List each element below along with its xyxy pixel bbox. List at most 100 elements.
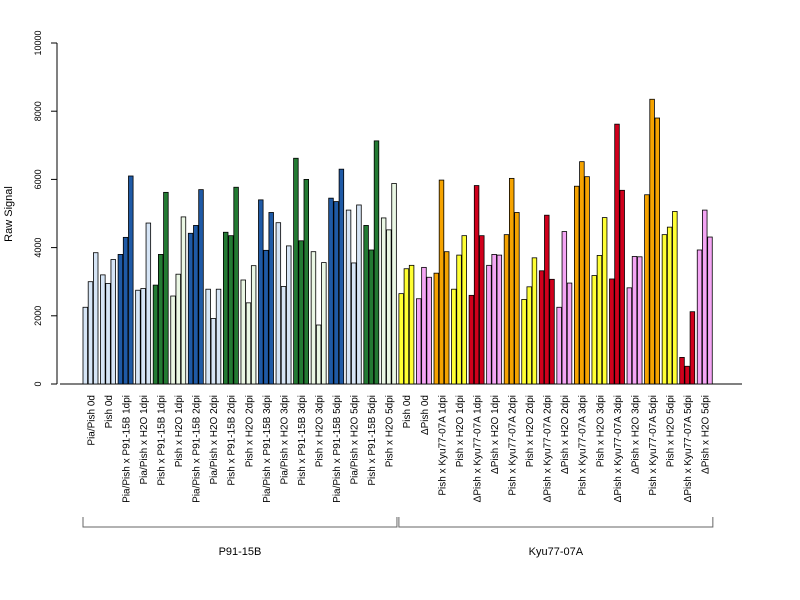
bar (280, 286, 287, 385)
bar (556, 306, 562, 385)
bar (644, 194, 650, 385)
x-tick-label: Pia/Pish x P91-15B 2dpi (192, 395, 203, 503)
x-tick-label: Pia/Pish x P91-15B 1dpi (121, 395, 132, 503)
x-tick-label: Pia/Pish x P91-15B 3dpi (262, 395, 273, 503)
bar (122, 236, 129, 385)
x-tick-label: Pish 0d (402, 395, 413, 428)
bar (368, 249, 374, 385)
bar (679, 357, 685, 385)
bar (591, 275, 597, 385)
bar (526, 286, 532, 385)
bar (451, 288, 457, 385)
bar (702, 209, 708, 385)
bar (491, 254, 497, 385)
bar (356, 204, 362, 385)
x-tick-label: Pish x P91-15B 2dpi (227, 395, 238, 486)
bar (433, 272, 439, 385)
bar (87, 281, 94, 385)
bar (321, 262, 327, 385)
bar (293, 157, 299, 385)
bar (245, 302, 252, 385)
bar (215, 288, 222, 385)
bar (661, 234, 668, 385)
bar (438, 179, 445, 385)
x-tick-label: ΔPish x Kyu77-07A 3dpi (613, 395, 624, 502)
bar (163, 191, 169, 385)
bar (180, 216, 187, 385)
bar (508, 177, 515, 385)
y-tick-label: 2000 (33, 306, 43, 326)
bar (496, 254, 503, 385)
bar (566, 282, 573, 385)
bar (145, 222, 152, 385)
x-tick-label: Pish x Kyu77-07A 5dpi (648, 395, 659, 496)
x-tick-label: Pia/Pish x H2O 1dpi (139, 395, 150, 485)
group-bracket (82, 517, 398, 528)
bar (456, 254, 462, 385)
bar (531, 257, 538, 385)
y-tick-label: 6000 (33, 169, 43, 189)
bar (443, 251, 450, 385)
bar (240, 279, 246, 385)
bar (205, 288, 211, 385)
bar (175, 273, 181, 385)
bar (351, 262, 357, 385)
bar (514, 212, 520, 385)
group-label: P91-15B (219, 546, 262, 558)
bar (93, 252, 99, 385)
bar (198, 189, 204, 385)
bar (408, 264, 415, 385)
bar (707, 236, 713, 385)
bar (135, 289, 141, 385)
x-tick-label: Pish x H2O 1dpi (455, 395, 466, 467)
bar (561, 231, 568, 385)
bar (100, 274, 106, 385)
y-tick-label: 4000 (33, 238, 43, 258)
bar (315, 324, 322, 385)
bar (105, 283, 111, 385)
x-tick-label: Pish x H2O 5dpi (385, 395, 396, 467)
x-tick-label: ΔPish 0d (420, 395, 431, 435)
bar (268, 212, 274, 385)
y-tick-label: 10000 (33, 30, 43, 55)
x-tick-label: ΔPish x H2O 1dpi (490, 395, 501, 474)
bar (363, 225, 369, 385)
bar (538, 270, 545, 385)
bar (345, 209, 352, 385)
bar (672, 211, 678, 385)
bar (391, 183, 397, 385)
x-tick-label: Pish x P91-15B 1dpi (157, 395, 168, 486)
bar (601, 217, 608, 385)
bar (421, 266, 427, 385)
bar (574, 185, 580, 385)
bar (579, 161, 585, 385)
x-tick-label: Pish x Kyu77-07A 2dpi (508, 395, 519, 496)
bar (461, 235, 467, 385)
bar (140, 288, 146, 385)
bar (233, 186, 239, 385)
bar (117, 254, 124, 385)
group-label: Kyu77-07A (529, 546, 584, 558)
x-tick-label: ΔPish x H2O 5dpi (701, 395, 712, 474)
bar (380, 217, 387, 385)
bar (82, 306, 88, 385)
x-tick-label: Pish x H2O 3dpi (595, 395, 606, 467)
x-tick-label: ΔPish x Kyu77-07A 1dpi (472, 395, 483, 502)
bar (549, 278, 555, 385)
bar (328, 197, 334, 385)
bar (128, 175, 134, 385)
x-tick-label: Pia/Pish x H2O 2dpi (209, 395, 220, 485)
bar (626, 287, 633, 385)
bar (666, 226, 673, 385)
bar (521, 299, 527, 385)
bar (426, 276, 432, 385)
bar (373, 140, 380, 385)
bar (152, 284, 159, 385)
bar (303, 178, 309, 385)
bar (403, 268, 410, 385)
bar (298, 240, 304, 385)
bar (258, 199, 264, 385)
bar (275, 222, 282, 385)
x-tick-label: Pia/Pish x P91-15B 5dpi (332, 395, 343, 503)
x-tick-label: ΔPish x H2O 3dpi (630, 395, 641, 474)
